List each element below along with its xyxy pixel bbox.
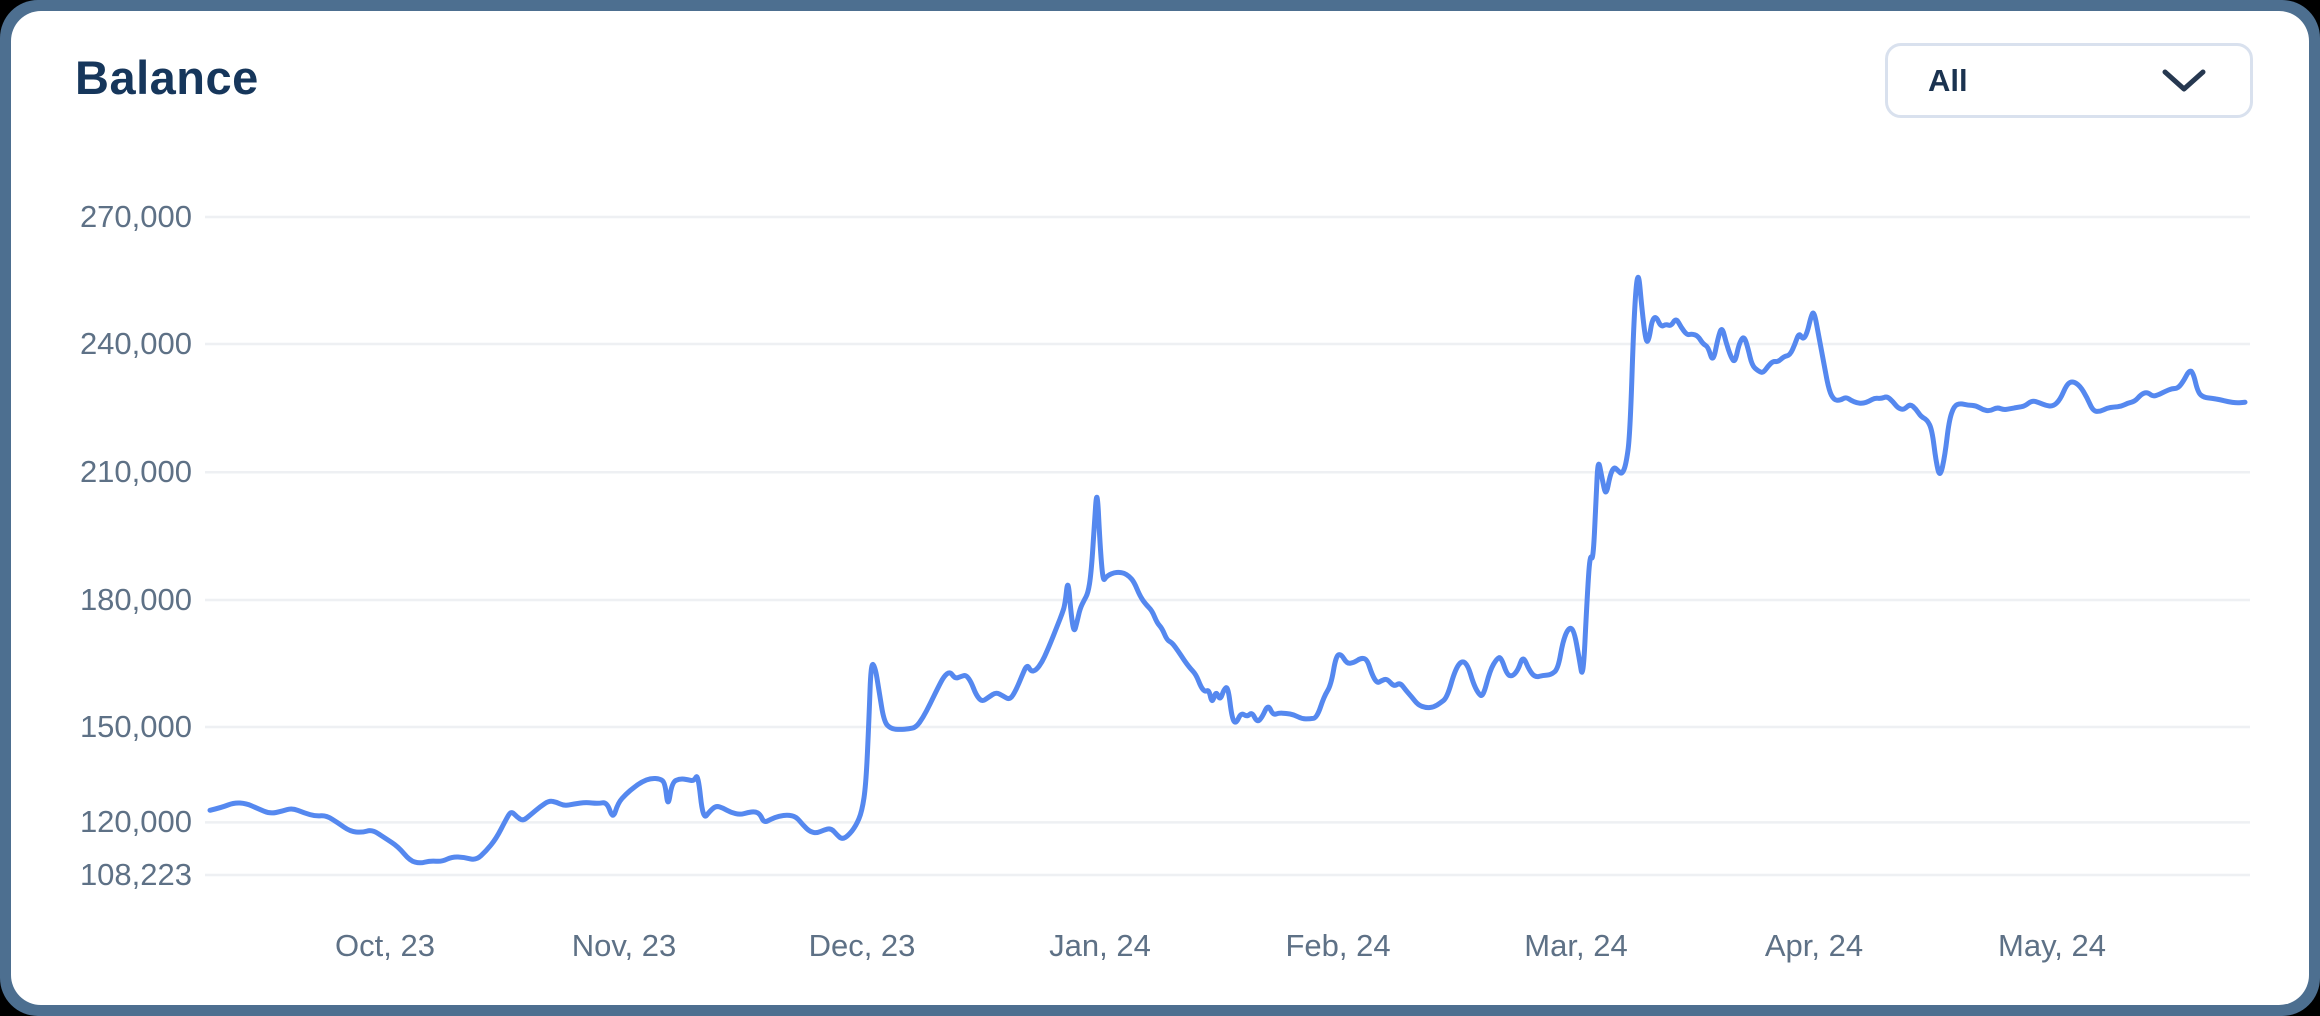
x-axis-tick-label: Nov, 23 <box>571 928 677 963</box>
balance-card <box>11 11 2309 1005</box>
x-axis-tick-label: Feb, 24 <box>1285 928 1391 963</box>
y-axis-tick-label: 150,000 <box>79 708 192 744</box>
time-range-dropdown-value: All <box>1928 62 1968 98</box>
page-title: Balance <box>75 51 259 104</box>
chevron-down-icon <box>2162 69 2206 91</box>
x-axis-tick-label: Dec, 23 <box>808 928 916 963</box>
y-axis-tick-label: 210,000 <box>79 454 192 490</box>
x-axis-tick-label: Mar, 24 <box>1524 928 1628 963</box>
x-axis-tick-label: May, 24 <box>1998 928 2106 963</box>
balance-chart-plot[interactable] <box>205 215 2250 877</box>
time-range-dropdown[interactable]: All <box>1885 43 2253 118</box>
y-axis-tick-label: 270,000 <box>79 199 192 234</box>
x-axis-tick-label: Oct, 23 <box>335 928 435 963</box>
y-axis-tick-label: 108,223 <box>79 857 192 892</box>
y-axis-tick-label: 120,000 <box>79 804 192 840</box>
balance-line-series <box>207 274 2248 866</box>
x-axis-tick-label: Jan, 24 <box>1049 928 1151 963</box>
x-axis-tick-label: Apr, 24 <box>1764 928 1864 963</box>
y-axis-tick-label: 180,000 <box>79 581 192 617</box>
y-axis-tick-label: 240,000 <box>79 325 192 361</box>
